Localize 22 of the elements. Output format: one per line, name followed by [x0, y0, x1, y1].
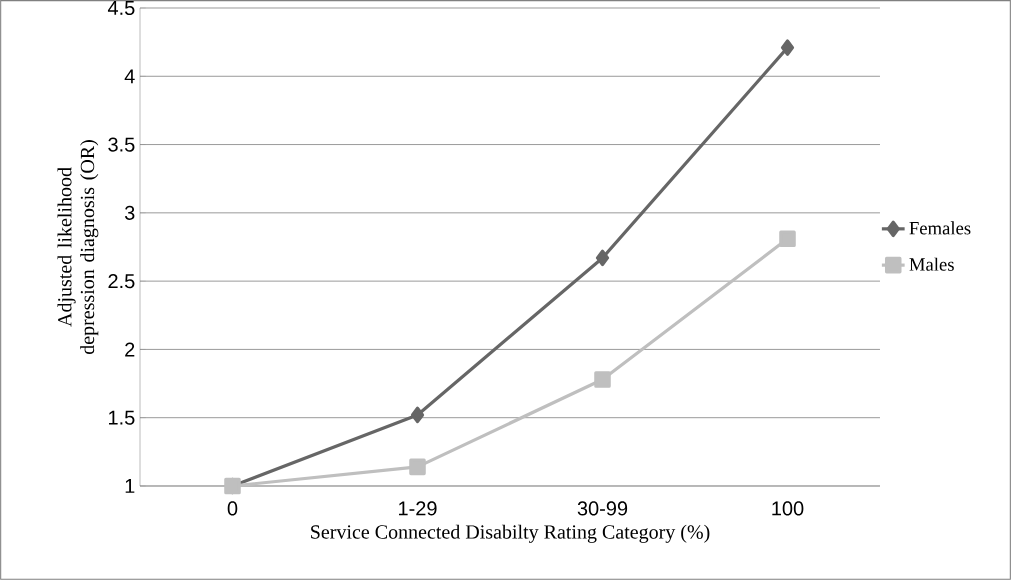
y-tick-label: 4.5: [107, 1, 135, 15]
y-tick-label: 4: [124, 69, 135, 84]
x-axis-title: Service Connected Disabilty Rating Category (%): [311, 524, 710, 543]
point: [780, 39, 795, 56]
x-tick-label: 100: [772, 501, 804, 516]
x-tick-label: 1-29: [399, 501, 437, 516]
y-tick-label: 1: [125, 479, 135, 493]
x-tick-label: 0: [227, 501, 238, 516]
legend-label: Females: [909, 221, 971, 235]
point: [594, 371, 611, 388]
y-tick-label: 1.5: [109, 410, 135, 425]
y-tick-label: 2.5: [108, 274, 135, 289]
point: [409, 458, 426, 476]
point: [410, 406, 425, 424]
y-tick-label: 3.5: [108, 137, 135, 152]
y-axis-title: Adjusted likelihood depression diagnosis (OR): [57, 140, 99, 355]
y-tick-label: 3: [124, 205, 135, 220]
point: [595, 249, 610, 267]
point: [779, 230, 796, 248]
legend-label: Males: [909, 257, 954, 271]
y-tick-label: 2: [125, 342, 135, 357]
x-tick-label: 30-99: [577, 501, 628, 516]
